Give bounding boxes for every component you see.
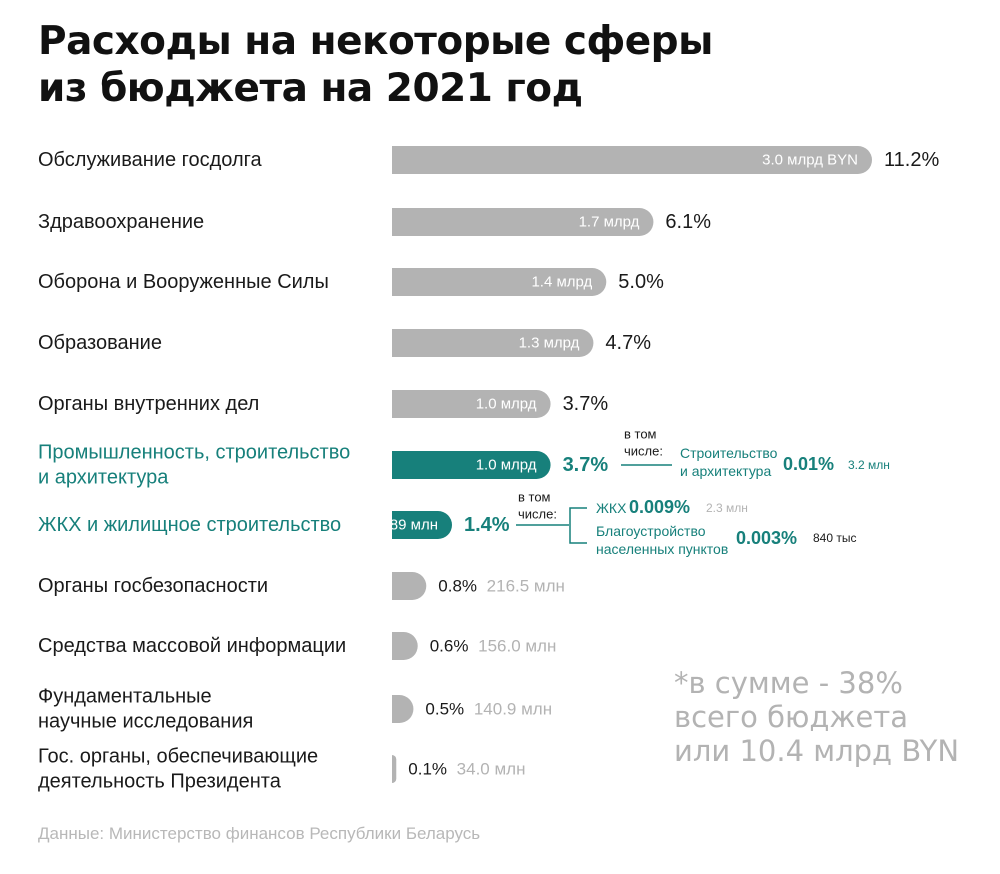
breakdown-item-value: 0.003%	[736, 528, 797, 548]
bar-amount-label: 1.7 млрд	[579, 214, 640, 231]
bar-value-label: 0.1%	[408, 760, 447, 779]
category-label: ЖКХ и жилищное строительство	[38, 514, 341, 536]
category-label: Оборона и Вооруженные Силы	[38, 271, 329, 293]
bar-value-label: 3.7%	[563, 454, 609, 476]
chart-title: Расходы на некоторые сферы из бюджета на…	[38, 18, 713, 112]
bar	[392, 208, 654, 236]
total-note-line-2: всего бюджета	[674, 700, 909, 734]
chart-title-line-2: из бюджета на 2021 год	[38, 66, 583, 111]
chart-title-line-1: Расходы на некоторые сферы	[38, 19, 713, 64]
category-label: и архитектура	[38, 467, 169, 489]
bar	[392, 755, 397, 783]
breakdown-intro-label: в том	[624, 427, 657, 442]
bar-value-label: 0.8%	[438, 577, 477, 596]
breakdown-item-amount: 840 тыс	[813, 531, 856, 545]
bar-amount-label: 1.4 млрд	[531, 274, 592, 291]
bar-amount-label: 156.0 млн	[478, 637, 556, 656]
bar	[392, 451, 551, 479]
category-label: Органы госбезопасности	[38, 575, 268, 597]
breakdown-item-value: 0.009%	[629, 497, 690, 517]
breakdown-intro-label: числе:	[518, 507, 557, 522]
bar	[392, 511, 452, 539]
bar-amount-label: 216.5 млн	[487, 577, 565, 596]
total-note-line-3: или 10.4 млрд BYN	[674, 734, 960, 768]
total-note-line-1: *в сумме - 38%	[674, 666, 903, 700]
breakdown-item-label: Благоустройство	[596, 523, 706, 539]
breakdown-item-label: ЖКХ	[596, 500, 627, 516]
source-note: Данные: Министерство финансов Республики…	[38, 824, 481, 843]
category-label: Здравоохранение	[38, 211, 204, 233]
bar-amount-label: 140.9 млн	[474, 700, 552, 719]
breakdown-item-label: Строительство	[680, 445, 778, 461]
bar	[392, 390, 551, 418]
category-label: научные исследования	[38, 711, 253, 733]
total-note: *в сумме - 38% всего бюджета или 10.4 мл…	[674, 666, 959, 768]
category-label: Органы внутренних дел	[38, 393, 259, 415]
bar	[392, 695, 414, 723]
bar	[392, 146, 872, 174]
bar-value-label: 6.1%	[665, 211, 711, 233]
category-label: Образование	[38, 332, 162, 354]
bar	[392, 572, 427, 600]
bar-amount-label: 1.0 млрд	[476, 457, 537, 474]
bar-value-label: 5.0%	[618, 271, 664, 293]
category-label: деятельность Президента	[38, 771, 282, 793]
breakdown-item-label: и архитектура	[680, 463, 771, 479]
breakdown-item-value: 0.01%	[783, 454, 834, 474]
category-label: Гос. органы, обеспечивающие	[38, 746, 318, 768]
bar-amount-label: 389 млн	[381, 517, 438, 534]
bar-value-label: 11.2%	[884, 149, 939, 171]
breakdown-connector	[569, 507, 587, 544]
bar-amount-label: 34.0 млн	[457, 760, 526, 779]
bar-amount-label: 1.3 млрд	[519, 335, 580, 352]
bar-value-label: 0.6%	[430, 637, 469, 656]
category-label: Средства массовой информации	[38, 635, 346, 657]
bar	[392, 268, 607, 296]
bar-value-label: 4.7%	[605, 332, 651, 354]
bar-value-label: 3.7%	[563, 393, 609, 415]
breakdown-intro-label: числе:	[624, 444, 663, 459]
breakdown-intro-label: в том	[518, 490, 551, 505]
bar-value-label: 0.5%	[425, 700, 464, 719]
bar	[392, 329, 594, 357]
category-label: Фундаментальные	[38, 686, 212, 708]
breakdown-item-label: населенных пунктов	[596, 541, 728, 557]
bar-amount-label: 3.0 млрд BYN	[762, 152, 858, 169]
bar-value-label: 1.4%	[464, 514, 510, 536]
category-label: Промышленность, строительство	[38, 442, 350, 464]
breakdown-item-amount: 3.2 млн	[848, 458, 890, 472]
bar	[392, 632, 418, 660]
category-label: Обслуживание госдолга	[38, 149, 263, 171]
bar-amount-label: 1.0 млрд	[476, 396, 537, 413]
breakdown-item-amount: 2.3 млн	[706, 501, 748, 515]
